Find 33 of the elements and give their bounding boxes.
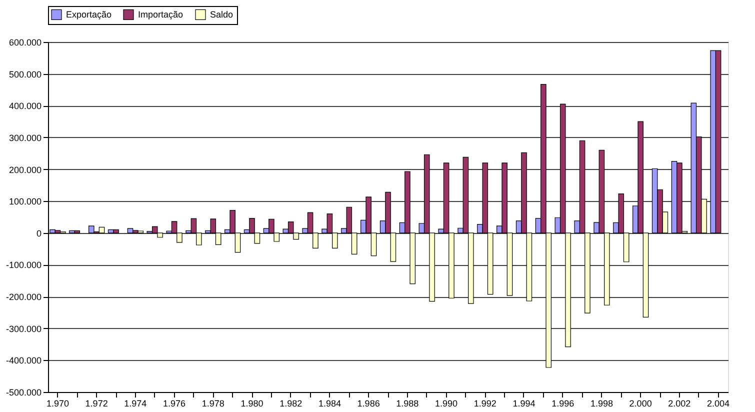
legend-label: Saldo (210, 10, 234, 20)
y-tick-label: 600.000 (8, 38, 42, 48)
x-tick-label: 2.000 (629, 398, 652, 408)
x-tick-label: 2.004 (707, 398, 730, 408)
x-tick-label: 1.988 (396, 398, 419, 408)
x-tick-label: 2.002 (668, 398, 691, 408)
y-tick-label: 0 (36, 228, 42, 238)
x-tick-label: 1.986 (357, 398, 380, 408)
x-tick-label: 1.984 (318, 398, 341, 408)
x-tick-label: 1.998 (590, 398, 613, 408)
x-tick-label: 1.996 (552, 398, 574, 408)
x-tick-label: 1.994 (512, 398, 536, 408)
x-tick-label: 1.990 (435, 398, 458, 408)
y-tick-label: 500.000 (8, 69, 42, 80)
y-tick-label: -100.000 (6, 260, 42, 270)
x-tick-label: 1.982 (280, 398, 302, 408)
y-tick-label: -400.000 (6, 356, 42, 366)
x-tick-label: 1.980 (240, 398, 264, 408)
x-tick-label: 1.978 (202, 398, 224, 408)
x-tick-label: 1.992 (474, 398, 496, 408)
y-tick-label: -200.000 (6, 292, 42, 302)
y-tick-label: -500.000 (6, 388, 42, 398)
legend-label: Exportação (66, 10, 112, 20)
y-tick-label: 400.000 (8, 101, 42, 112)
x-tick-label: 1.972 (85, 398, 108, 408)
x-tick-label: 1.974 (124, 398, 147, 408)
y-tick-label: 100.000 (8, 196, 42, 207)
x-tick-label: 1.970 (46, 398, 69, 408)
x-tick-label: 1.976 (163, 398, 186, 408)
y-tick-label: 300.000 (8, 132, 42, 143)
legend-label: Importação (138, 10, 184, 20)
y-tick-label: -300.000 (6, 324, 42, 334)
y-tick-label: 200.000 (8, 164, 42, 175)
